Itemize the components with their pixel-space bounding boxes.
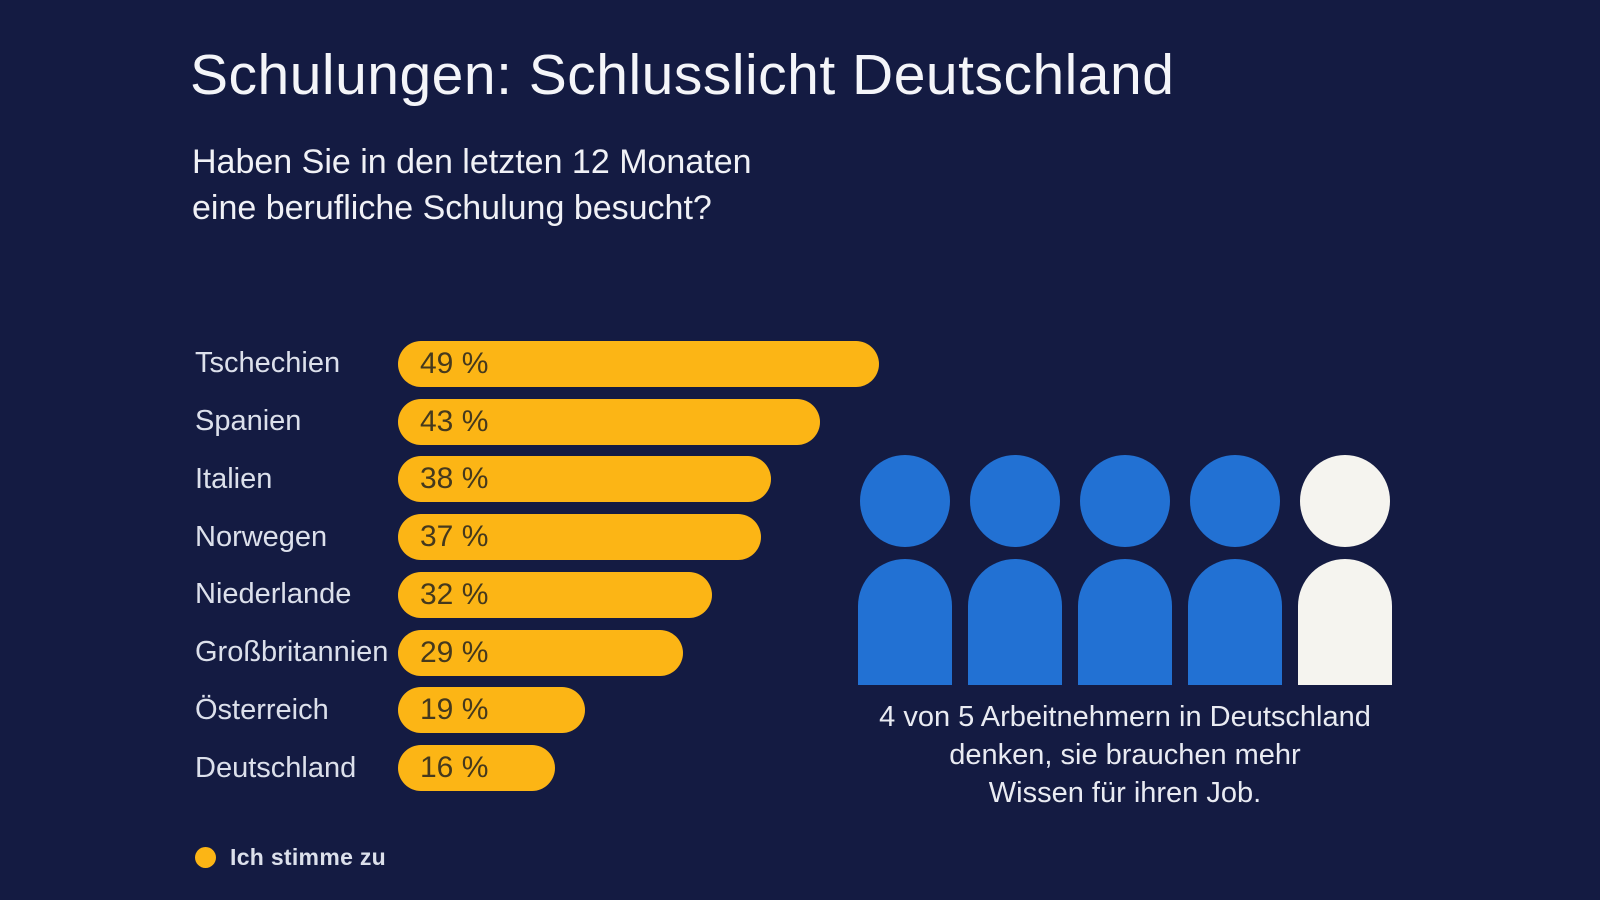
chart-question-line: Haben Sie in den letzten 12 Monaten: [192, 143, 752, 181]
category-label: Österreich: [195, 693, 329, 726]
legend-swatch-icon: [195, 847, 216, 868]
bar-value-label: 43 %: [420, 404, 489, 438]
bar-value-label: 29 %: [420, 635, 489, 669]
person-head: [860, 455, 950, 547]
chart-row: Spanien 43 %: [195, 393, 879, 451]
bar: 49 %: [398, 340, 879, 387]
person-head: [1300, 455, 1390, 547]
person-body: [1188, 559, 1282, 685]
bar-value-label: 19 %: [420, 693, 489, 727]
pictogram-row: [845, 455, 1405, 685]
category-label: Italien: [195, 462, 273, 495]
legend: Ich stimme zu: [195, 844, 386, 871]
person-body: [968, 559, 1062, 685]
chart-row: Norwegen 37 %: [195, 508, 879, 566]
category-label: Großbritannien: [195, 636, 389, 669]
person-icon-inactive: [1298, 455, 1392, 685]
chart-question-line: eine berufliche Schulung besucht?: [192, 189, 712, 227]
person-body: [1298, 559, 1392, 685]
chart-row: Tschechien 49 %: [195, 335, 879, 393]
person-head: [1080, 455, 1170, 547]
category-label: Spanien: [195, 405, 302, 438]
legend-label: Ich stimme zu: [230, 844, 386, 870]
person-icon-active: [1188, 455, 1282, 685]
category-label: Norwegen: [195, 520, 328, 553]
bar: 32 %: [398, 571, 712, 618]
bar-value-label: 37 %: [420, 520, 489, 554]
caption-line: Wissen für ihren Job.: [988, 777, 1262, 809]
bar: 43 %: [398, 398, 820, 445]
person-body: [1078, 559, 1172, 685]
chart-row: Niederlande 32 %: [195, 566, 879, 624]
chart-question: Haben Sie in den letzten 12 Monaten eine…: [192, 139, 752, 231]
bar: 16 %: [398, 745, 555, 792]
bar-value-label: 38 %: [420, 462, 489, 496]
bar: 19 %: [398, 687, 585, 734]
chart-row: Großbritannien 29 %: [195, 624, 879, 682]
chart-row: Österreich 19 %: [195, 682, 879, 740]
person-body: [858, 559, 952, 685]
bar-chart: Tschechien 49 % Spanien 43 % Italien 38 % Norw…: [195, 335, 879, 797]
category-label: Deutschland: [195, 751, 357, 784]
pictogram: 4 von 5 Arbeitnehmern in Deutschland den…: [845, 455, 1405, 812]
person-icon-active: [1078, 455, 1172, 685]
bar: 37 %: [398, 514, 761, 561]
caption-line: 4 von 5 Arbeitnehmern in Deutschland: [879, 701, 1371, 733]
chart-row: Deutschland 16 %: [195, 739, 879, 797]
category-label: Niederlande: [195, 578, 352, 611]
bar-value-label: 16 %: [420, 751, 489, 785]
person-icon-active: [858, 455, 952, 685]
person-head: [970, 455, 1060, 547]
bar: 29 %: [398, 629, 683, 676]
page-title: Schulungen: Schlusslicht Deutschland: [190, 43, 1175, 107]
person-icon-active: [968, 455, 1062, 685]
bar: 38 %: [398, 456, 771, 503]
pictogram-caption: 4 von 5 Arbeitnehmern in Deutschland den…: [845, 698, 1405, 812]
bar-value-label: 49 %: [420, 346, 489, 380]
person-head: [1190, 455, 1280, 547]
caption-line: denken, sie brauchen mehr: [949, 739, 1301, 771]
bar-value-label: 32 %: [420, 577, 489, 611]
category-label: Tschechien: [195, 347, 341, 380]
chart-row: Italien 38 %: [195, 451, 879, 509]
